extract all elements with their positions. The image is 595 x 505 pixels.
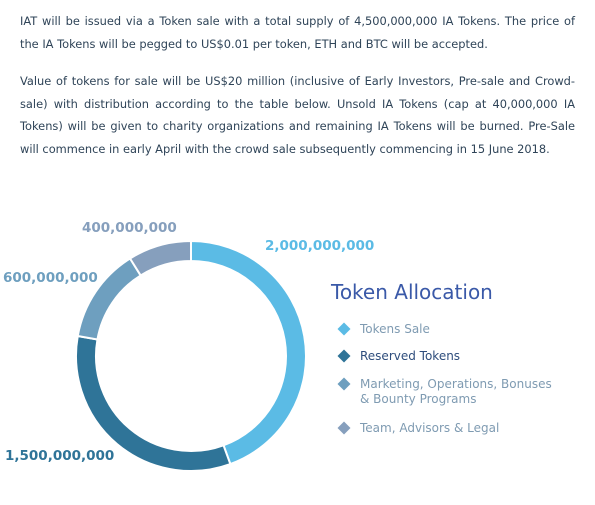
slice-label-marketing-operations: 600,000,000 [3,270,98,286]
legend-label-marketing-operations: Marketing, Operations, Bonuses & Bounty P… [360,377,552,406]
legend-label-reserved-tokens: Reserved Tokens [360,349,460,363]
slice-tokens-sale [190,239,307,466]
legend-label-tokens-sale: Tokens Sale [359,322,430,336]
chart-legend: Tokens Sale Reserved Tokens Marketing, Ope… [337,322,552,435]
token-allocation-donut-chart: 2,000,000,000 1,500,000,000 600,000,000 400… [3,220,552,472]
legend-marker-team-advisors-legal [337,421,351,435]
chart-title: Token Allocation [330,280,493,304]
slice-label-team-advisors-legal: 400,000,000 [82,220,177,236]
intro-paragraph: IAT will be issued via a Token sale with… [20,14,575,51]
slice-team-advisors-legal [128,239,192,277]
distribution-paragraph: Value of tokens for sale will be US$20 m… [20,74,575,156]
legend-label-team-advisors-legal: Team, Advisors & Legal [359,421,499,435]
slice-label-tokens-sale: 2,000,000,000 [265,238,374,254]
legend-marker-marketing-operations [337,377,351,391]
legend-marker-tokens-sale [337,322,351,336]
slice-value-labels: 2,000,000,000 1,500,000,000 600,000,000 400… [3,220,374,464]
legend-marker-reserved-tokens [337,349,351,363]
slice-label-reserved-tokens: 1,500,000,000 [5,448,114,464]
donut-slices [75,239,307,472]
